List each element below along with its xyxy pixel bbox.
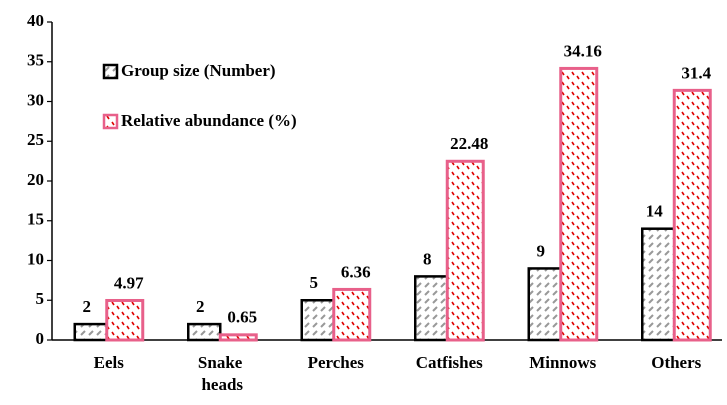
x-tick-label: Others <box>651 353 701 372</box>
data-label: 34.16 <box>564 41 602 60</box>
y-tick-label: 0 <box>36 329 45 348</box>
legend-label: Relative abundance (%) <box>121 111 297 130</box>
bar <box>641 227 676 342</box>
bar <box>332 287 372 342</box>
bar <box>414 275 449 342</box>
x-tick-label: Snake heads <box>198 353 247 394</box>
x-tick-label: Minnows <box>529 353 596 372</box>
data-label: 4.97 <box>114 273 144 292</box>
data-label: 14 <box>646 202 664 221</box>
bar <box>445 159 485 342</box>
y-tick-label: 35 <box>27 51 44 70</box>
legend-swatch <box>102 113 119 130</box>
data-label: 22.48 <box>450 134 488 153</box>
data-label: 31.4 <box>681 63 711 82</box>
x-tick-label-line: heads <box>201 375 243 394</box>
bar <box>218 333 258 342</box>
data-label: 9 <box>537 241 546 260</box>
data-label: 2 <box>83 297 92 316</box>
y-tick-label: 5 <box>36 289 45 308</box>
x-tick-label: Eels <box>94 353 125 372</box>
y-tick-label: 15 <box>27 210 44 229</box>
x-tick-label: Perches <box>308 353 365 372</box>
x-tick-label: Catfishes <box>416 353 483 372</box>
bar <box>559 66 599 342</box>
legend-swatch <box>102 63 119 80</box>
legend-label: Group size (Number) <box>121 61 276 80</box>
data-label: 8 <box>423 249 432 268</box>
bar <box>105 298 145 342</box>
bar <box>527 267 562 342</box>
data-label: 6.36 <box>341 262 371 281</box>
y-tick-label: 40 <box>27 11 44 30</box>
bar <box>300 299 335 342</box>
bar <box>73 322 108 342</box>
y-tick-label: 30 <box>27 90 44 109</box>
y-tick-label: 25 <box>27 130 44 149</box>
data-label: 5 <box>310 273 319 292</box>
y-tick-label: 20 <box>27 170 44 189</box>
bar <box>187 322 222 342</box>
data-label: 2 <box>196 297 205 316</box>
y-tick-label: 10 <box>27 249 44 268</box>
x-tick-label-line: Snake <box>198 353 247 372</box>
bar <box>672 88 712 342</box>
data-label: 0.65 <box>227 308 257 327</box>
